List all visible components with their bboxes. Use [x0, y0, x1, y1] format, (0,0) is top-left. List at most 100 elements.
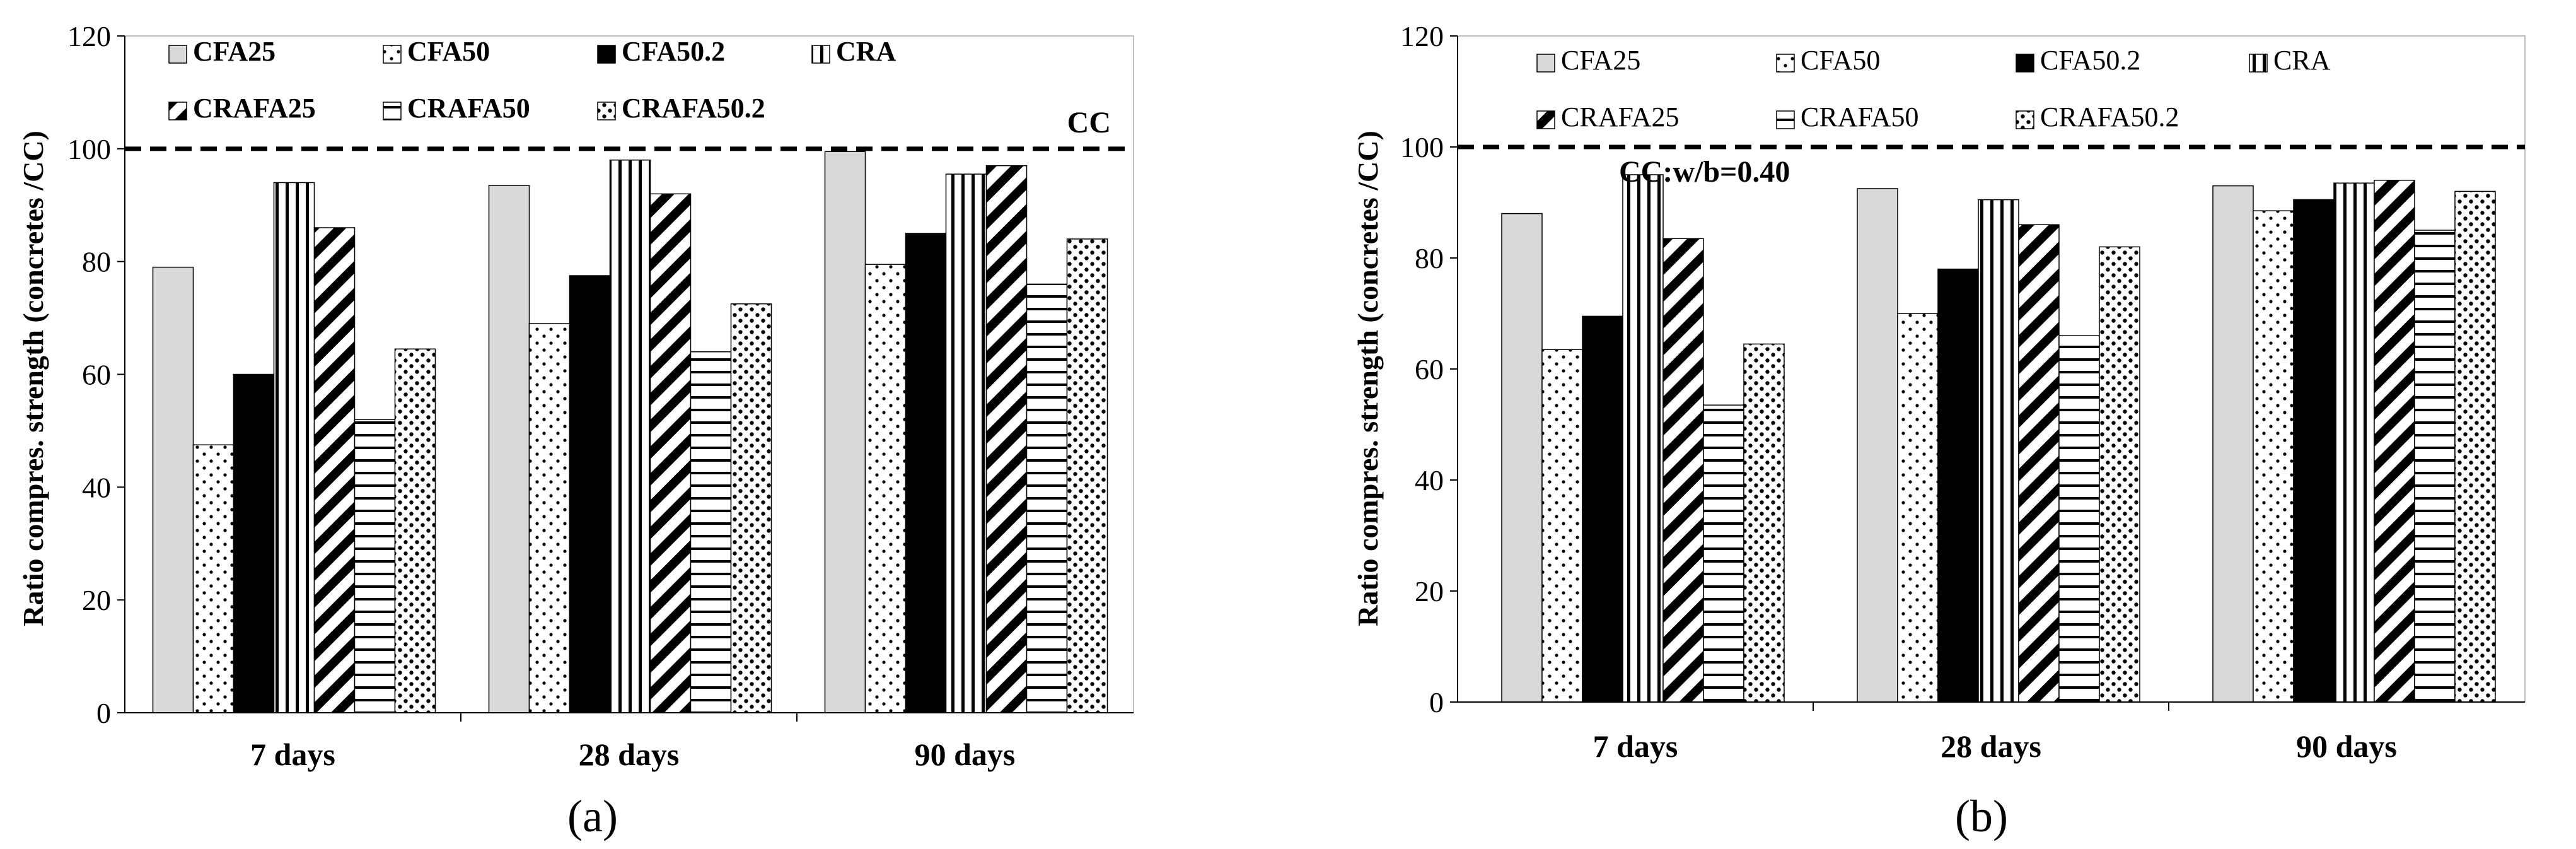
legend-swatch [2249, 54, 2268, 73]
legend-label: CRA [2273, 45, 2331, 76]
legend-label: CFA50 [407, 36, 490, 67]
bar-cfa25-28-days [1857, 188, 1898, 703]
reference-label: CC:w/b=0.40 [1619, 155, 1790, 189]
legend-swatch [383, 45, 402, 64]
bar-crafa50-7-days [1703, 404, 1744, 703]
bar-cra-7-days [273, 182, 315, 713]
bar-crafa50-2-28-days [730, 303, 772, 713]
legend-swatch [597, 102, 616, 120]
chart-panel-a: 0 20 40 60 80 100 120 Ratio compres. strength (… [17, 20, 1134, 841]
bar-crafa25-7-days [313, 227, 356, 713]
bar-cfa50-2-7-days [233, 373, 275, 713]
x-category-label: 7 days [250, 737, 335, 772]
y-tick-label: 100 [1400, 131, 1444, 163]
bar-cfa50-7-days [1541, 349, 1583, 703]
legend-label: CRAFA50 [1801, 102, 1918, 132]
reference-label: CC [1067, 106, 1111, 139]
bar-crafa25-28-days [2018, 224, 2060, 703]
bar-cfa50-2-28-days [1937, 268, 1979, 703]
legend-swatch [1776, 54, 1795, 73]
y-tick-label: 60 [1415, 353, 1444, 385]
legend-label: CRAFA50.2 [622, 93, 765, 124]
legend-swatch [811, 45, 830, 64]
bar-cfa50-2-90-days [2293, 199, 2335, 703]
bar-crafa50-2-90-days [1066, 238, 1108, 713]
bar-cfa50-90-days [864, 264, 907, 713]
bar-cra-28-days [609, 159, 651, 713]
bar-cfa25-28-days [488, 185, 530, 713]
legend-label: CRAFA25 [1561, 102, 1679, 132]
bar-crafa25-90-days [2374, 180, 2415, 703]
bar-crafa50-7-days [354, 419, 396, 713]
y-tick-label: 20 [82, 584, 111, 616]
bar-crafa50-28-days [2058, 335, 2100, 703]
panel-label: (b) [1955, 791, 2008, 841]
bar-crafa25-90-days [985, 165, 1028, 713]
y-tick-label: 0 [96, 697, 111, 729]
bar-cfa50-90-days [2253, 210, 2294, 703]
bar-cfa50-7-days [192, 444, 235, 713]
legend-label: CFA25 [193, 36, 276, 67]
y-tick-label: 60 [82, 359, 111, 391]
bar-cfa50-2-7-days [1582, 315, 1623, 703]
legend-label: CRA [836, 36, 896, 67]
bar-cfa50-2-28-days [569, 275, 611, 713]
legend-label: CFA50.2 [622, 36, 725, 67]
bar-cfa50-28-days [1897, 313, 1939, 703]
legend-swatch [597, 45, 616, 64]
legend-swatch [2016, 110, 2034, 129]
chart-panel-b: 0 20 40 60 80 100 120 Ratio compres. strength (… [1352, 20, 2526, 841]
bar-crafa50-90-days [2414, 230, 2456, 703]
legend-swatch [2016, 54, 2034, 73]
y-axis-label: Ratio compres. strength (concretes /CC) [17, 131, 49, 626]
bar-cra-28-days [1978, 199, 2019, 703]
bar-cfa25-90-days [2212, 185, 2254, 703]
legend-label: CRAFA50.2 [2040, 102, 2179, 132]
y-tick-label: 0 [1429, 686, 1444, 718]
bar-cfa50-28-days [528, 323, 571, 713]
legend-label: CFA25 [1561, 45, 1640, 76]
y-axis-label: Ratio compres. strength (concretes /CC) [1352, 131, 1384, 626]
x-category-label: 28 days [579, 737, 680, 772]
legend-swatch [1776, 110, 1795, 129]
y-tick-label: 120 [1400, 20, 1444, 52]
legend-label: CFA50 [1801, 45, 1880, 76]
y-tick-label: 80 [1415, 242, 1444, 274]
y-tick-label: 40 [1415, 464, 1444, 496]
x-category-label: 90 days [915, 737, 1016, 772]
y-tick-label: 20 [1415, 575, 1444, 607]
bar-cfa25-7-days [152, 266, 194, 713]
bar-cra-7-days [1622, 174, 1664, 703]
legend-swatch [1536, 110, 1555, 129]
bar-cfa25-90-days [824, 151, 866, 713]
bar-cfa25-7-days [1501, 213, 1543, 703]
bar-crafa25-7-days [1662, 238, 1704, 703]
bar-crafa50-90-days [1026, 283, 1068, 713]
legend-swatch [383, 102, 402, 120]
x-category-label: 7 days [1593, 729, 1678, 764]
legend-swatch [168, 102, 187, 120]
legend-label: CFA50.2 [2040, 45, 2140, 76]
legend-swatch [1536, 54, 1555, 73]
bar-crafa50-2-7-days [394, 348, 436, 713]
bar-cfa50-2-90-days [905, 233, 947, 713]
bar-crafa25-28-days [649, 193, 692, 713]
bar-crafa50-2-90-days [2454, 190, 2496, 703]
x-category-label: 90 days [2296, 729, 2397, 764]
bar-cra-90-days [945, 173, 987, 713]
bar-crafa50-2-7-days [1743, 343, 1785, 703]
y-tick-label: 120 [67, 20, 111, 52]
y-tick-label: 80 [82, 246, 111, 278]
bar-crafa50-28-days [690, 351, 732, 713]
legend-swatch [168, 45, 187, 64]
bar-crafa50-2-28-days [2099, 246, 2140, 703]
y-tick-label: 100 [67, 133, 111, 165]
y-tick-label: 40 [82, 471, 111, 503]
legend-label: CRAFA25 [193, 93, 316, 124]
legend-label: CRAFA50 [407, 93, 530, 124]
x-category-label: 28 days [1941, 729, 2041, 764]
panel-label: (a) [567, 791, 618, 841]
bar-cra-90-days [2333, 182, 2375, 703]
